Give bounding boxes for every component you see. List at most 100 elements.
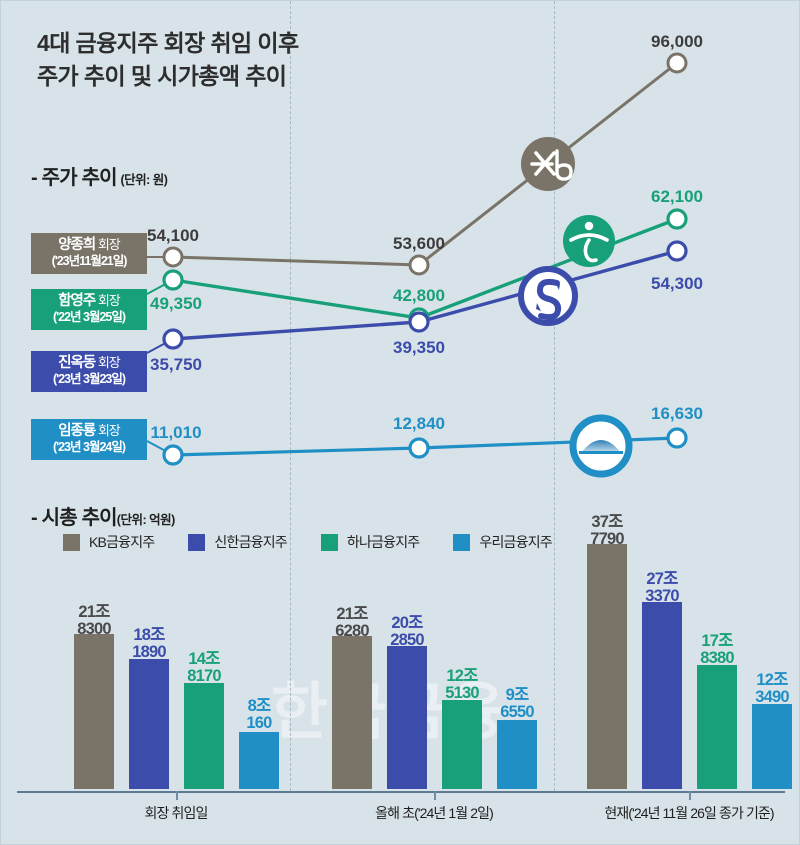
value-label-kb-2: 96,000	[651, 32, 703, 51]
bar-g3-shinhan	[642, 602, 682, 789]
value-label-shinhan-0: 35,750	[150, 355, 202, 374]
bar-g1-hana	[184, 683, 224, 789]
title-line-2: 주가 추이 및 시가총액 추이	[37, 62, 287, 89]
bar-label-g3-shinhan-jo: 27조	[646, 570, 678, 588]
ceo-label-hana: 함영주 회장 ('22년 3월25일)	[31, 289, 147, 330]
bar-g2-shinhan	[387, 646, 427, 789]
ceo-name-kb: 양종희 회장	[58, 237, 121, 253]
bar-label-g2-woori-jo: 9조	[505, 686, 530, 704]
point-woori-1	[408, 437, 430, 459]
bar-label-g2-hana: 12조 5130	[432, 667, 492, 703]
bar-chart-axis	[17, 791, 785, 793]
ceo-name-shinhan: 진옥동 회장	[58, 355, 121, 371]
ceo-date-woori: ('23년 3월24일)	[52, 440, 126, 455]
value-label-hana-1: 42,800	[393, 286, 445, 305]
section-label-cap: - 시총 추이	[31, 507, 118, 529]
value-label-shinhan-1: 39,350	[393, 338, 445, 357]
bar-label-g2-shinhan-num: 2850	[390, 631, 424, 650]
value-label-woori-1: 12,840	[393, 414, 445, 433]
bar-label-g3-shinhan-num: 3370	[645, 587, 679, 606]
x-axis-label-1: 회장 취임일	[144, 805, 209, 821]
shinhan-logo-icon	[518, 266, 578, 326]
legend-item-shinhan: 신한금융지주	[188, 532, 288, 552]
legend-label-woori: 우리금융지주	[479, 534, 552, 550]
value-label-woori-2: 16,630	[651, 404, 703, 423]
legend-label-hana: 하나금융지주	[346, 534, 420, 550]
bar-label-g2-shinhan: 20조 2850	[377, 614, 437, 650]
bar-label-g3-woori: 12조 3490	[742, 671, 799, 707]
point-kb-1	[408, 254, 430, 276]
section-label-price: - 주가 추이	[31, 167, 118, 189]
legend-swatch-woori	[453, 533, 471, 551]
point-shinhan-0	[162, 328, 184, 350]
value-label-kb-1: 53,600	[393, 234, 445, 253]
ceo-date-kb: ('23년11월21일)	[51, 254, 128, 269]
bar-label-g3-kb-num: 7790	[590, 530, 624, 549]
point-hana-0	[162, 269, 184, 291]
ceo-label-shinhan: 진옥동 회장 ('23년 3월23일)	[31, 351, 147, 392]
ceo-date-hana: ('22년 3월25일)	[52, 310, 126, 325]
bar-label-g2-woori-num: 6550	[500, 703, 534, 722]
bar-g3-hana	[697, 665, 737, 789]
vertical-guide-2	[554, 1, 555, 791]
bar-label-g3-hana-num: 8380	[700, 649, 734, 668]
price-line-chart: 54,100 53,600 96,000 49,350 42,800 62,10…	[146, 32, 703, 478]
bar-label-g3-hana: 17조 8380	[687, 632, 747, 668]
x-axis-label-3: 현재('24년 11월 26일 종가 기준)	[604, 805, 774, 821]
legend-item-woori: 우리금융지주	[453, 532, 553, 552]
section-header-price: - 주가 추이 (단위: 원)	[31, 161, 168, 190]
kb-logo-icon	[521, 137, 575, 191]
bar-label-g2-hana-num: 5130	[445, 684, 479, 703]
section-header-cap: - 시총 추이(단위: 억원)	[31, 501, 175, 530]
x-axis-label-2: 올해 초('24년 1월 2일)	[375, 805, 494, 821]
page-title: 4대 금융지주 회장 취임 이후 주가 추이 및 시가총액 추이	[37, 27, 299, 92]
bar-g2-woori	[497, 720, 537, 789]
ceo-label-woori: 임종룡 회장 ('23년 3월24일)	[31, 419, 147, 460]
ceo-name-woori: 임종룡 회장	[58, 423, 121, 439]
bar-label-g2-kb-num: 6280	[335, 622, 369, 641]
bar-label-g1-hana-jo: 14조	[188, 650, 220, 668]
point-woori-2	[666, 427, 688, 449]
point-shinhan-1	[408, 311, 430, 333]
section-unit-price: (단위: 원)	[120, 173, 168, 187]
bar-label-g1-hana: 14조 8170	[174, 650, 234, 685]
bar-label-g2-shinhan-jo: 20조	[391, 614, 423, 632]
legend-item-kb: KB금융지주	[63, 532, 155, 552]
legend-item-hana: 하나금융지주	[320, 532, 420, 552]
bar-g1-shinhan	[129, 659, 169, 789]
ceo-date-shinhan: ('23년 3월23일)	[52, 372, 126, 387]
legend-swatch-shinhan	[188, 533, 206, 551]
bar-label-g3-hana-jo: 17조	[701, 632, 733, 650]
legend-swatch-hana	[320, 533, 338, 551]
ceo-name-hana: 함영주 회장	[58, 293, 121, 309]
bar-g1-kb	[74, 634, 114, 789]
axis-tick-3	[689, 791, 691, 800]
bar-label-g3-kb-jo: 37조	[591, 513, 623, 531]
bar-label-g1-shinhan: 18조 1890	[119, 626, 179, 662]
value-label-kb-0: 54,100	[147, 226, 199, 245]
legend-swatch-kb	[63, 533, 80, 551]
section-unit-cap: (단위: 억원)	[116, 513, 175, 527]
bar-label-g1-woori-jo: 8조	[247, 697, 272, 715]
bar-g3-kb	[587, 544, 627, 789]
bar-g2-kb	[332, 636, 372, 789]
legend-label-shinhan: 신한금융지주	[214, 534, 287, 550]
bar-label-g2-kb: 21조 6280	[322, 605, 382, 641]
woori-logo-icon	[569, 414, 633, 478]
axis-tick-1	[176, 791, 178, 800]
bar-chart-legend: KB금융지주 신한금융지주 하나금융지주 우리금융지주	[63, 532, 586, 552]
bar-label-g1-shinhan-num: 1890	[132, 643, 166, 662]
bar-label-g1-kb: 21조 8300	[64, 603, 124, 639]
bar-label-g3-woori-num: 3490	[755, 688, 789, 707]
bar-g2-hana	[442, 700, 482, 789]
bar-label-g2-kb-jo: 21조	[336, 605, 368, 623]
point-shinhan-2	[666, 240, 688, 262]
point-hana-2	[666, 208, 688, 230]
bar-label-g1-woori-num: 160	[246, 714, 272, 733]
value-label-shinhan-2: 54,300	[651, 274, 703, 293]
bar-label-g3-kb: 37조 7790	[577, 513, 637, 549]
point-kb-2	[666, 52, 688, 74]
bar-label-g1-kb-num: 8300	[77, 620, 111, 639]
axis-tick-2	[434, 791, 436, 800]
